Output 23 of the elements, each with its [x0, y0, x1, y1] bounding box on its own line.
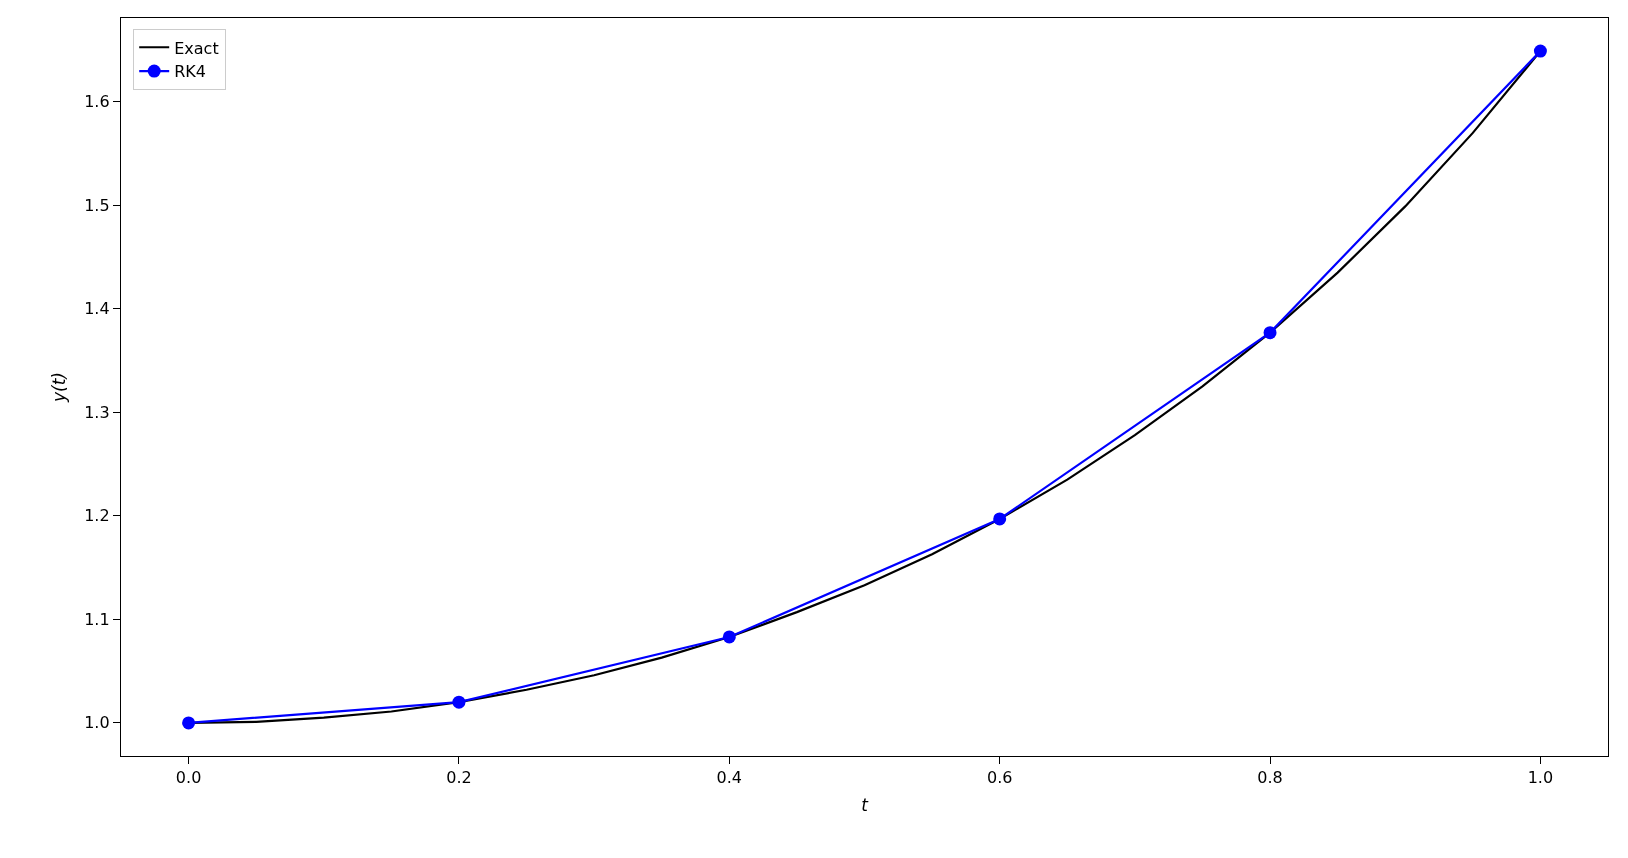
- y-tick-label: 1.5: [84, 195, 110, 215]
- point: [993, 512, 1007, 526]
- y-tick-label: 1.1: [84, 609, 110, 629]
- x-tick-label: 0.4: [716, 768, 743, 788]
- point: [1263, 326, 1277, 340]
- x-tick-label: 0.0: [175, 768, 202, 788]
- point: [722, 630, 736, 644]
- x-tick-label: 0.2: [446, 768, 472, 788]
- y-axis-title: y(t): [48, 372, 69, 403]
- x-tick-label: 0.6: [986, 768, 1013, 788]
- y-tick-label: 1.3: [84, 402, 110, 422]
- legend-label: Exact: [174, 38, 219, 58]
- point: [1533, 44, 1547, 58]
- x-axis-title: t: [861, 794, 870, 815]
- point: [452, 695, 466, 709]
- y-tick-label: 1.0: [84, 713, 110, 733]
- y-tick-label: 1.2: [84, 506, 110, 526]
- x-tick-label: 1.0: [1527, 768, 1554, 788]
- point: [182, 716, 196, 730]
- x-tick-label: 0.8: [1257, 768, 1283, 788]
- y-tick-label: 1.6: [84, 92, 110, 112]
- y-tick-label: 1.4: [84, 299, 110, 319]
- legend-label: RK4: [174, 62, 206, 82]
